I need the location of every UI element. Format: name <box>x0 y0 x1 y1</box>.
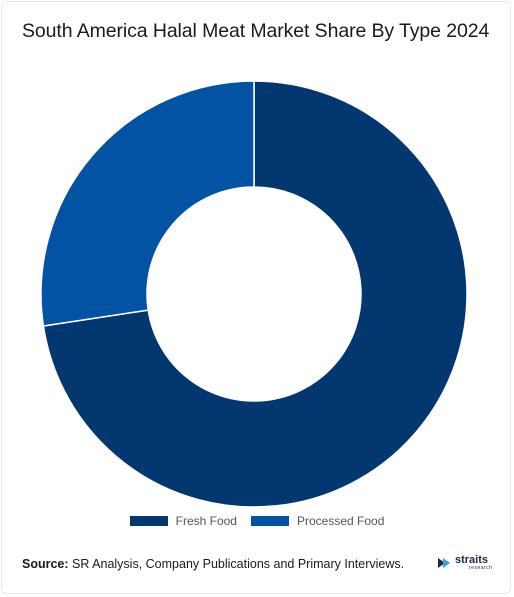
straits-logo-icon <box>438 558 450 568</box>
legend-label-fresh-food: Fresh Food <box>175 514 237 528</box>
source-note: Source: SR Analysis, Company Publication… <box>22 557 404 571</box>
legend-item-processed-food[interactable]: Processed Food <box>250 514 385 528</box>
source-label: Source: <box>22 557 69 571</box>
logo-word: straits <box>455 554 489 566</box>
chart-legend: Fresh Food Processed Food <box>0 514 514 528</box>
straits-logo: straits research <box>436 553 496 573</box>
legend-swatch-processed-food <box>250 516 289 526</box>
logo-subword: research <box>469 565 493 571</box>
legend-swatch-fresh-food <box>129 516 168 526</box>
slice-processed-food[interactable] <box>40 80 255 327</box>
slice-fresh-food[interactable] <box>42 80 468 508</box>
chart-title: South America Halal Meat Market Share By… <box>22 20 490 42</box>
legend-item-fresh-food[interactable]: Fresh Food <box>129 514 237 528</box>
legend-label-processed-food: Processed Food <box>296 514 385 528</box>
source-text: SR Analysis, Company Publications and Pr… <box>68 557 405 571</box>
